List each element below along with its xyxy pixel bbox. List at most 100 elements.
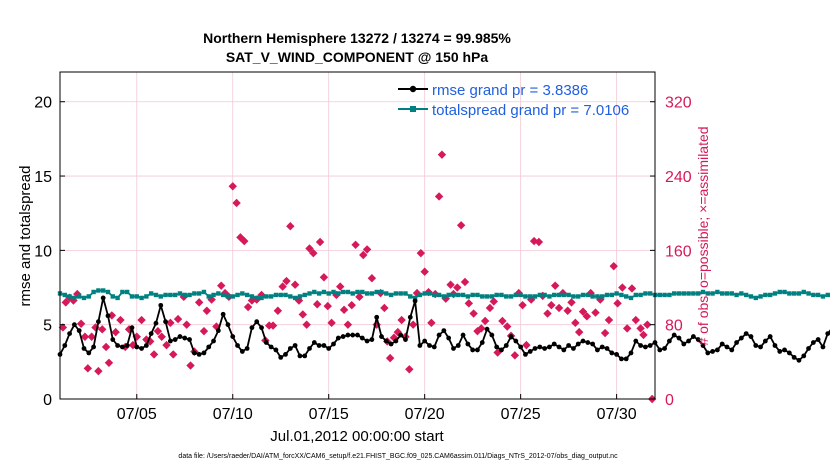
totalspread-point bbox=[700, 289, 706, 295]
obs-count-marker bbox=[319, 273, 329, 282]
rmse-point bbox=[292, 343, 298, 348]
obs-count-marker bbox=[427, 318, 436, 328]
x-tick-label: 07/30 bbox=[597, 406, 637, 423]
rmse-point bbox=[259, 325, 264, 331]
obs-count-marker bbox=[567, 298, 576, 307]
totalspread-point bbox=[719, 291, 725, 296]
rmse-point bbox=[321, 343, 327, 348]
rmse-point bbox=[724, 344, 730, 350]
rmse-point bbox=[62, 343, 68, 348]
rmse-point bbox=[743, 331, 749, 336]
rmse-point bbox=[287, 346, 293, 351]
rmse-point bbox=[81, 346, 87, 351]
obs-count-marker bbox=[518, 300, 527, 310]
totalspread-point bbox=[436, 292, 442, 298]
totalspread-point bbox=[705, 291, 710, 296]
totalspread-point bbox=[446, 292, 451, 298]
rmse-point bbox=[153, 320, 159, 326]
rmse-point bbox=[302, 353, 308, 359]
rmse-point bbox=[643, 344, 648, 350]
obs-count-marker bbox=[571, 318, 580, 328]
totalspread-point bbox=[671, 291, 677, 296]
totalspread-point bbox=[643, 291, 648, 296]
obs-count-marker bbox=[61, 298, 70, 307]
obs-count-marker bbox=[362, 245, 372, 254]
rmse-point bbox=[398, 332, 404, 338]
totalspread-point bbox=[302, 292, 307, 298]
totalspread-point bbox=[772, 291, 778, 296]
totalspread-point bbox=[777, 289, 782, 295]
totalspread-point bbox=[624, 294, 629, 299]
totalspread-point bbox=[820, 294, 826, 299]
rmse-point bbox=[595, 347, 600, 353]
rmse-point bbox=[91, 344, 96, 350]
totalspread-point bbox=[561, 292, 567, 298]
obs-count-marker bbox=[477, 324, 486, 333]
obs-count-marker bbox=[199, 326, 209, 336]
y-left-tick-label: 0 bbox=[43, 392, 52, 409]
rmse-point bbox=[446, 335, 452, 341]
totalspread-point bbox=[580, 292, 586, 298]
obs-count-marker bbox=[217, 281, 226, 290]
totalspread-point bbox=[475, 292, 480, 298]
totalspread-point bbox=[787, 291, 792, 296]
obs-count-marker bbox=[574, 327, 584, 337]
rmse-point bbox=[666, 338, 672, 344]
obs-count-marker bbox=[166, 318, 175, 328]
obs-count-marker bbox=[116, 315, 125, 325]
rmse-point bbox=[100, 295, 106, 301]
totalspread-point bbox=[484, 294, 490, 299]
rmse-point bbox=[455, 343, 461, 348]
obs-count-marker bbox=[268, 321, 278, 330]
obs-count-marker bbox=[453, 283, 462, 292]
rmse-point bbox=[786, 350, 792, 356]
rmse-point bbox=[191, 350, 197, 356]
obs-count-marker bbox=[278, 282, 287, 291]
rmse-point bbox=[369, 337, 375, 342]
totalspread-point bbox=[115, 295, 120, 301]
totalspread-point bbox=[585, 292, 591, 298]
plot-frame bbox=[59, 71, 656, 400]
obs-count-marker bbox=[302, 320, 311, 329]
rmse-point bbox=[489, 332, 495, 338]
rmse-point bbox=[422, 338, 428, 344]
obs-count-marker bbox=[618, 283, 627, 292]
totalspread-point bbox=[681, 291, 686, 296]
totalspread-point bbox=[249, 294, 255, 299]
obs-count-marker bbox=[420, 267, 429, 276]
obs-count-marker bbox=[359, 250, 368, 260]
obs-count-marker bbox=[153, 326, 163, 336]
totalspread-point bbox=[312, 289, 317, 295]
totalspread-point bbox=[220, 292, 226, 298]
obs-count-marker bbox=[298, 310, 307, 319]
totalspread-point bbox=[388, 292, 394, 298]
rmse-point bbox=[239, 349, 245, 354]
x-axis-label: Jul.01,2012 00:00:00 start bbox=[270, 428, 444, 445]
rmse-point bbox=[494, 344, 500, 350]
obs-count-marker bbox=[503, 322, 512, 331]
rmse-point bbox=[441, 328, 447, 334]
rmse-point bbox=[249, 325, 255, 331]
totalspread-point bbox=[124, 289, 130, 295]
obs-count-marker bbox=[578, 307, 588, 316]
totalspread-point bbox=[201, 289, 207, 295]
rmse-point bbox=[777, 349, 783, 354]
totalspread-point bbox=[120, 289, 125, 295]
totalspread-point bbox=[667, 292, 672, 298]
obs-count-marker bbox=[631, 315, 641, 325]
obs-count-marker bbox=[543, 309, 552, 318]
rmse-point bbox=[115, 343, 120, 348]
obs-count-marker bbox=[137, 315, 146, 325]
rmse-point bbox=[134, 344, 140, 350]
y-right-tick-label: 0 bbox=[665, 392, 674, 409]
totalspread-point bbox=[105, 289, 111, 295]
totalspread-point bbox=[566, 292, 571, 298]
totalspread-point bbox=[158, 294, 163, 299]
totalspread-point bbox=[494, 292, 499, 298]
totalspread-point bbox=[691, 291, 696, 296]
totalspread-point bbox=[364, 291, 370, 296]
totalspread-point bbox=[345, 289, 351, 295]
obs-count-marker bbox=[586, 288, 595, 298]
rmse-point bbox=[820, 344, 826, 350]
obs-count-marker bbox=[149, 350, 159, 359]
